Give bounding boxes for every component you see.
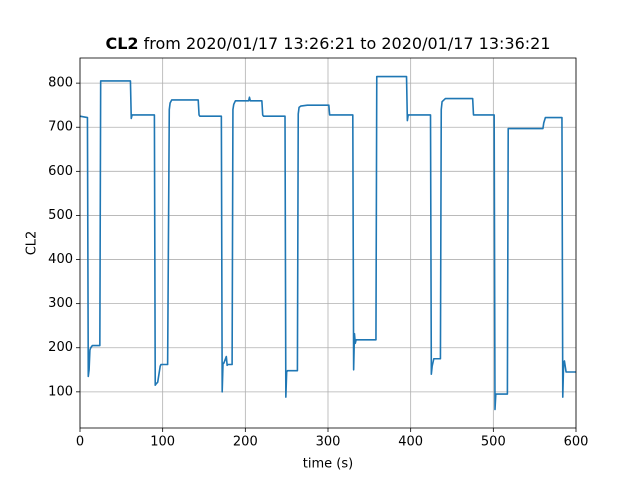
y-tick-label: 400: [48, 252, 73, 267]
x-tick-label: 300: [316, 435, 341, 450]
x-tick-label: 600: [564, 435, 589, 450]
x-tick-label: 0: [76, 435, 84, 450]
title-variable: CL2: [105, 34, 138, 53]
y-tick-label: 300: [48, 296, 73, 311]
y-tick-label: 700: [48, 120, 73, 135]
x-tick-label: 400: [398, 435, 423, 450]
y-tick-label: 800: [48, 76, 73, 91]
title-range: from 2020/01/17 13:26:21 to 2020/01/17 1…: [144, 34, 551, 53]
x-axis-label: time (s): [303, 457, 353, 472]
x-tick-label: 100: [150, 435, 175, 450]
axes-frame: [79, 57, 577, 429]
x-tick-label: 200: [233, 435, 258, 450]
y-tick-label: 200: [48, 340, 73, 355]
x-tick-label: 500: [481, 435, 506, 450]
y-tick-label: 600: [48, 164, 73, 179]
y-tick-label: 100: [48, 384, 73, 399]
data-line: [79, 75, 576, 411]
chart-title: CL2 from 2020/01/17 13:26:21 to 2020/01/…: [105, 34, 550, 53]
y-axis-label: CL2: [25, 231, 40, 256]
y-tick-label: 500: [48, 208, 73, 223]
